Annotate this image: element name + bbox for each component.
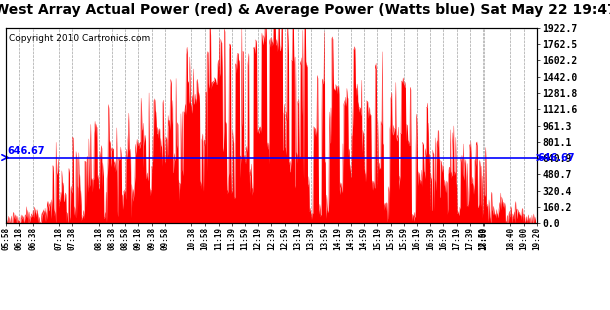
Text: Copyright 2010 Cartronics.com: Copyright 2010 Cartronics.com: [9, 34, 150, 43]
Text: West Array Actual Power (red) & Average Power (Watts blue) Sat May 22 19:47: West Array Actual Power (red) & Average …: [0, 3, 610, 17]
Text: 646.67: 646.67: [538, 153, 575, 162]
Text: 646.67: 646.67: [7, 146, 45, 156]
